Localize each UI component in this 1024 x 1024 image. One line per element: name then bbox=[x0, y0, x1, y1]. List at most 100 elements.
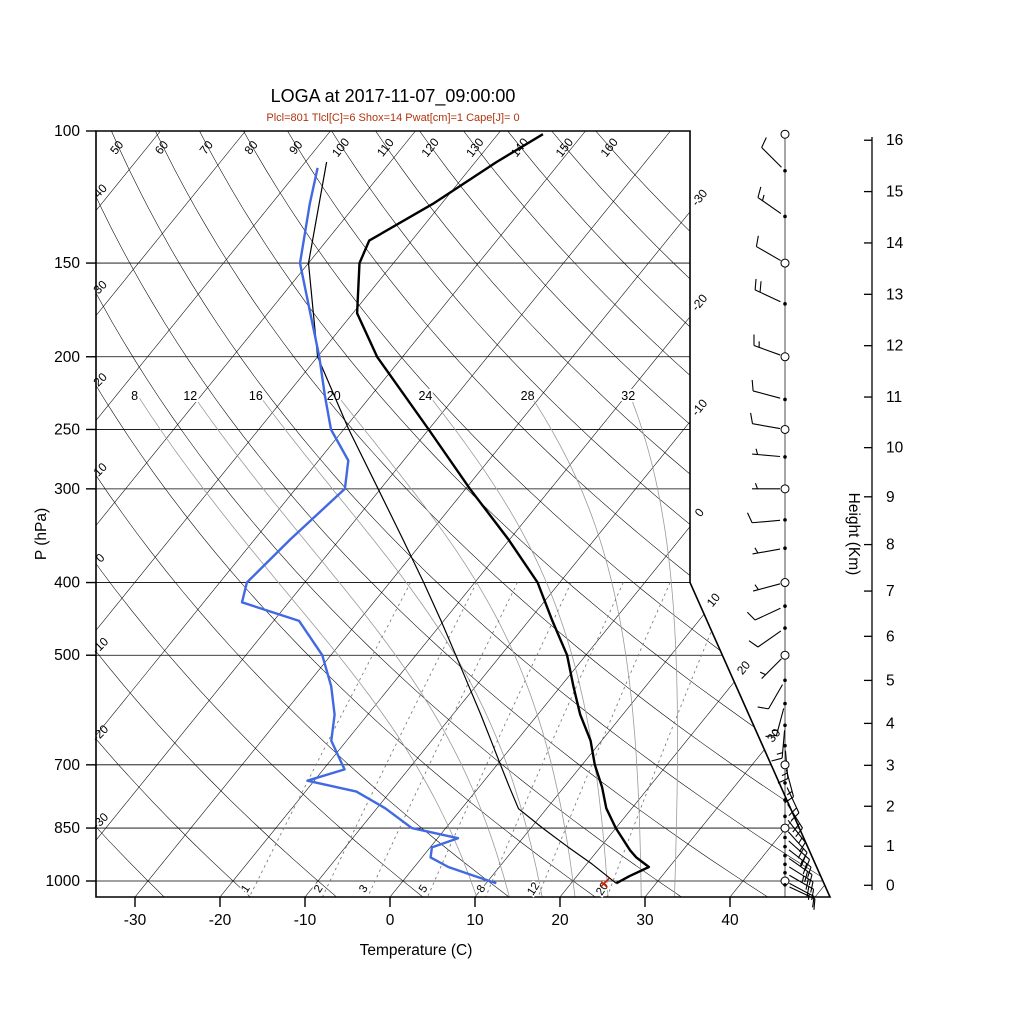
height-tick-label: 3 bbox=[886, 757, 895, 774]
temperature-curve bbox=[355, 133, 651, 885]
svg-text:20: 20 bbox=[734, 658, 753, 677]
wind-station-circle bbox=[780, 760, 790, 770]
wind-station-dot bbox=[783, 518, 787, 522]
svg-text:1: 1 bbox=[239, 883, 253, 895]
temperature-tick-label: -10 bbox=[294, 912, 317, 929]
chart-subtitle: Plcl=801 Tlcl[C]=6 Shox=14 Pwat[cm]=1 Ca… bbox=[266, 112, 520, 124]
svg-text:130: 130 bbox=[463, 135, 487, 160]
pressure-tick-label: 150 bbox=[54, 255, 80, 272]
svg-text:60: 60 bbox=[152, 138, 171, 157]
sounding-curves bbox=[240, 133, 651, 888]
svg-text:8: 8 bbox=[131, 389, 138, 403]
height-tick-label: 0 bbox=[886, 877, 895, 894]
svg-text:20: 20 bbox=[90, 370, 110, 390]
height-tick-label: 14 bbox=[886, 235, 904, 252]
wind-station-dot bbox=[783, 798, 787, 802]
wind-station-circle bbox=[780, 578, 790, 588]
svg-text:16: 16 bbox=[249, 389, 263, 403]
wind-station-dot bbox=[783, 701, 787, 706]
height-tick-label: 7 bbox=[886, 583, 895, 600]
wind-station-circle bbox=[780, 484, 790, 494]
svg-text:70: 70 bbox=[197, 138, 216, 157]
temperature-tick-label: 20 bbox=[551, 912, 569, 929]
height-tick-label: 12 bbox=[886, 338, 903, 355]
svg-text:-30: -30 bbox=[688, 186, 710, 209]
wind-station-dot bbox=[783, 814, 787, 819]
wind-station-dot bbox=[783, 743, 787, 748]
svg-text:24: 24 bbox=[418, 389, 432, 403]
wind-station-dot bbox=[783, 214, 787, 219]
temperature-axis-title: Temperature (C) bbox=[359, 942, 473, 959]
wind-station-dot bbox=[783, 604, 787, 608]
wind-station-dot bbox=[783, 883, 787, 887]
temperature-tick-label: 30 bbox=[636, 912, 654, 929]
svg-text:90: 90 bbox=[286, 138, 305, 157]
svg-text:10: 10 bbox=[704, 590, 723, 609]
wind-barbs bbox=[746, 129, 816, 910]
wind-station-dot bbox=[783, 397, 787, 402]
temperature-tick-label: -30 bbox=[124, 912, 147, 929]
height-tick-label: 4 bbox=[886, 715, 895, 732]
svg-text:8: 8 bbox=[475, 883, 489, 895]
svg-text:110: 110 bbox=[374, 135, 397, 159]
svg-text:3: 3 bbox=[357, 883, 371, 895]
svg-text:32: 32 bbox=[621, 389, 635, 403]
wind-station-circle bbox=[780, 424, 790, 434]
parcel-curve bbox=[307, 161, 617, 884]
height-tick-label: 8 bbox=[886, 537, 895, 554]
height-tick-label: 11 bbox=[886, 389, 902, 406]
wind-station-dot bbox=[783, 853, 787, 858]
svg-text:40: 40 bbox=[90, 181, 110, 201]
svg-text:0: 0 bbox=[93, 550, 108, 565]
pressure-tick-label: 400 bbox=[54, 575, 80, 592]
height-tick-label: 5 bbox=[886, 672, 895, 689]
wind-station-dot bbox=[783, 169, 787, 173]
height-axis-title: Height (Km) bbox=[845, 492, 862, 576]
height-tick-label: 9 bbox=[886, 489, 895, 506]
height-tick-label: 15 bbox=[886, 184, 903, 201]
background-grid bbox=[96, 131, 830, 897]
svg-text:50: 50 bbox=[107, 138, 126, 157]
height-tick-label: 2 bbox=[886, 798, 895, 815]
wind-station-dot bbox=[783, 302, 787, 306]
plot-frame bbox=[95, 130, 832, 898]
svg-text:30: 30 bbox=[90, 277, 110, 297]
pressure-tick-label: 850 bbox=[54, 820, 80, 837]
svg-text:80: 80 bbox=[241, 138, 260, 157]
surface-marker bbox=[600, 877, 610, 888]
svg-text:-10: -10 bbox=[89, 634, 111, 656]
svg-text:-20: -20 bbox=[89, 722, 111, 744]
svg-text:28: 28 bbox=[521, 389, 535, 403]
pressure-tick-label: 500 bbox=[54, 647, 80, 664]
wind-station-circle bbox=[780, 823, 790, 833]
wind-station-circle bbox=[780, 352, 790, 362]
wind-station-dot bbox=[783, 455, 787, 459]
height-tick-label: 13 bbox=[886, 286, 903, 303]
height-tick-label: 6 bbox=[886, 628, 895, 645]
height-tick-label: 16 bbox=[886, 132, 903, 149]
wind-station-circle bbox=[780, 129, 790, 139]
pressure-tick-label: 250 bbox=[54, 421, 80, 438]
wind-station-circle bbox=[780, 650, 790, 660]
wind-station-dot bbox=[783, 862, 787, 867]
wind-station-dot bbox=[783, 835, 787, 840]
wind-station-dot bbox=[783, 844, 787, 849]
wind-station-dot bbox=[783, 678, 787, 683]
pressure-tick-label: 1000 bbox=[46, 873, 81, 890]
height-tick-label: 10 bbox=[886, 440, 904, 457]
svg-text:2: 2 bbox=[312, 883, 326, 895]
temperature-tick-label: 10 bbox=[466, 912, 484, 929]
svg-text:-20: -20 bbox=[688, 291, 710, 314]
wind-station-circle bbox=[780, 258, 790, 268]
temperature-tick-label: -20 bbox=[209, 912, 232, 929]
temperature-tick-label: 40 bbox=[721, 912, 739, 929]
height-tick-label: 1 bbox=[886, 838, 895, 855]
pressure-tick-label: 300 bbox=[54, 481, 80, 498]
chart-title: LOGA at 2017-11-07_09:00:00 bbox=[270, 86, 516, 106]
svg-text:0: 0 bbox=[692, 505, 707, 519]
dewpoint-curve bbox=[240, 167, 497, 885]
